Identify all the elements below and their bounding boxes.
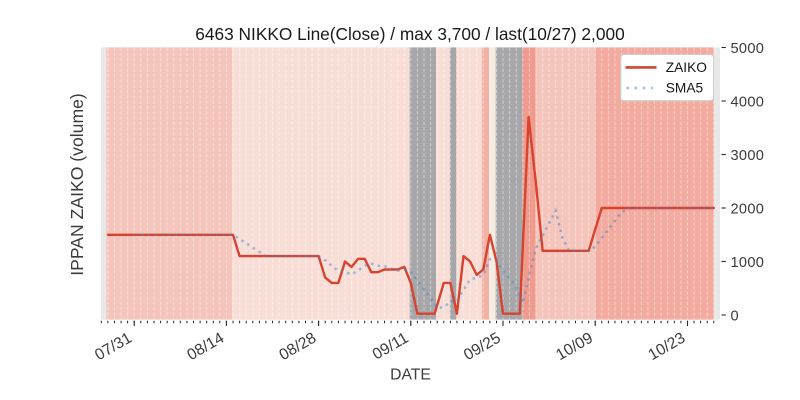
svg-text:1000: 1000 bbox=[731, 255, 765, 271]
svg-text:SMA5: SMA5 bbox=[666, 81, 704, 96]
svg-text:2000: 2000 bbox=[731, 201, 765, 217]
svg-text:DATE: DATE bbox=[390, 367, 431, 384]
svg-text:0: 0 bbox=[731, 308, 739, 324]
svg-text:ZAIKO: ZAIKO bbox=[666, 60, 707, 75]
svg-text:IPPAN ZAIKO (volume): IPPAN ZAIKO (volume) bbox=[67, 93, 87, 276]
svg-text:6463 NIKKO Line(Close) / max 3: 6463 NIKKO Line(Close) / max 3,700 / las… bbox=[195, 24, 624, 44]
svg-text:5000: 5000 bbox=[731, 41, 765, 57]
svg-text:4000: 4000 bbox=[731, 94, 765, 110]
svg-text:3000: 3000 bbox=[731, 148, 765, 164]
